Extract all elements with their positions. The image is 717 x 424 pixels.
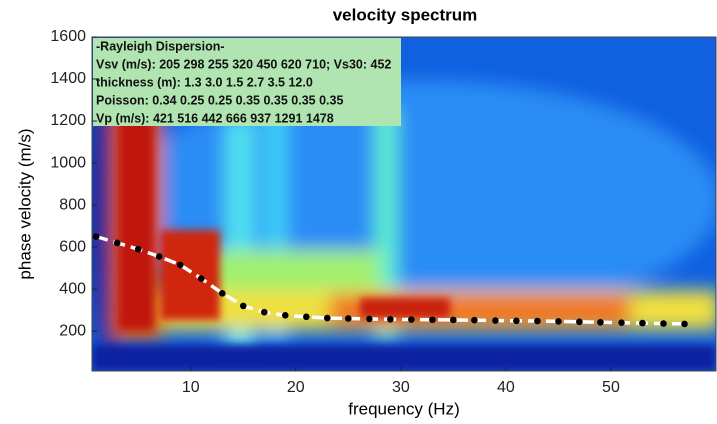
dispersion-point: [576, 318, 583, 326]
dispersion-point: [492, 317, 499, 324]
dispersion-point: [597, 318, 604, 326]
dispersion-point: [281, 312, 289, 319]
dispersion-point: [345, 315, 352, 322]
dispersion-point: [113, 239, 121, 247]
y-tick-label: 1000: [50, 154, 86, 171]
dispersion-point: [429, 316, 436, 324]
dispersion-point: [534, 317, 541, 325]
annotation-line: Poisson: 0.34 0.25 0.25 0.35 0.35 0.35 0…: [96, 93, 343, 107]
y-tick-label: 200: [59, 322, 86, 339]
y-axis-label: phase velocity (m/s): [15, 128, 34, 279]
annotation-line: Vp (m/s): 421 516 442 666 937 1291 1478: [96, 111, 334, 125]
x-tick-label: 50: [602, 379, 620, 396]
dispersion-point: [513, 317, 520, 325]
dispersion-point: [239, 302, 247, 310]
dispersion-point: [134, 245, 142, 253]
dispersion-point: [618, 319, 625, 326]
annotation-line: -Rayleigh Dispersion-: [96, 39, 225, 53]
dispersion-point: [639, 319, 646, 327]
chart-title: velocity spectrum: [333, 5, 478, 24]
x-tick-label: 20: [287, 379, 305, 396]
dispersion-point: [555, 318, 562, 325]
y-tick-label: 1200: [50, 112, 86, 129]
dispersion-point: [660, 320, 667, 327]
annotation-line: thickness (m): 1.3 3.0 1.5 2.7 3.5 12.0: [96, 75, 313, 89]
y-tick-label: 1600: [50, 28, 86, 45]
dispersion-point: [303, 313, 310, 321]
x-axis-label: frequency (Hz): [348, 399, 459, 418]
dispersion-point: [155, 253, 163, 260]
dispersion-point: [387, 316, 394, 323]
y-tick-label: 1400: [50, 70, 86, 87]
dispersion-point: [408, 316, 415, 323]
dispersion-point: [176, 261, 184, 269]
x-tick-label: 10: [182, 379, 200, 396]
dispersion-point: [324, 314, 331, 322]
plot-frame: [91, 36, 717, 372]
y-tick-label: 600: [59, 238, 86, 255]
dispersion-point: [218, 289, 226, 297]
x-tick-label: 40: [497, 379, 515, 396]
dispersion-point: [366, 315, 373, 323]
annotation-box: [93, 38, 401, 126]
y-tick-label: 800: [59, 196, 86, 213]
dispersion-point: [450, 316, 457, 324]
x-tick-label: 30: [392, 379, 410, 396]
dispersion-point: [681, 320, 688, 328]
dispersion-point: [92, 233, 100, 240]
dispersion-point: [260, 308, 268, 316]
annotation-line: Vsv (m/s): 205 298 255 320 450 620 710; …: [96, 57, 391, 71]
y-tick-label: 400: [59, 280, 86, 297]
dispersion-point: [197, 275, 205, 282]
dispersion-point: [471, 316, 478, 324]
